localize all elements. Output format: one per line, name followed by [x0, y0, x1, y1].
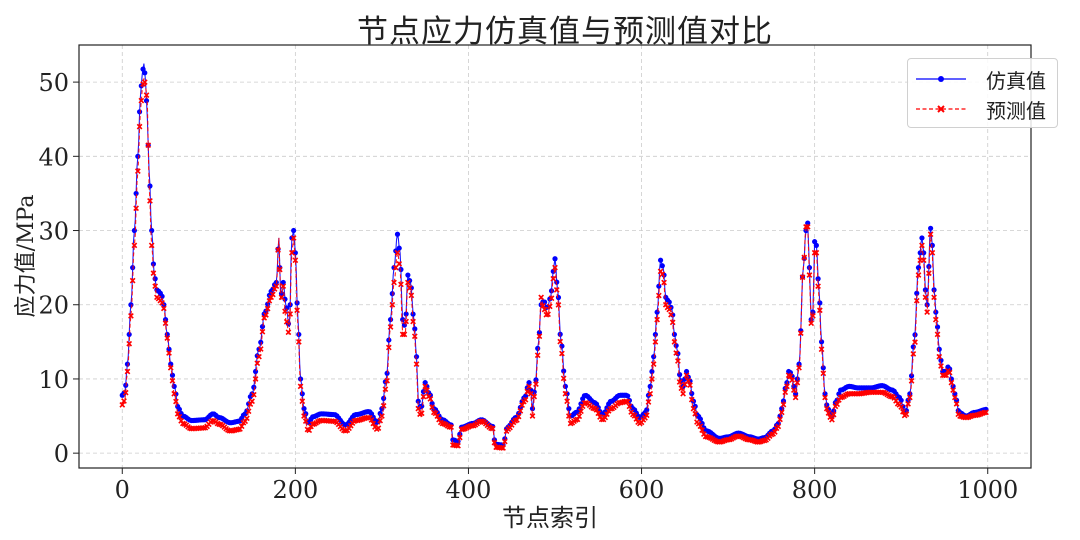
x-tick-label: 1000	[957, 476, 1018, 504]
y-tick-label: 10	[38, 366, 69, 394]
x-tick-label: 200	[272, 476, 318, 504]
x-tick-label: 600	[619, 476, 665, 504]
legend-label: 预测值	[986, 98, 1046, 123]
x-tick-label: 0	[115, 476, 130, 504]
legend-label: 仿真值	[986, 68, 1046, 93]
legend: 仿真值 预测值	[907, 58, 1058, 128]
y-tick-label: 40	[38, 143, 69, 171]
y-axis-label: 应力值/MPa	[14, 194, 39, 318]
legend-item-predicted: 预测值	[916, 95, 1046, 123]
x-axis-label: 节点索引	[502, 504, 598, 532]
y-tick-label: 30	[38, 218, 69, 246]
x-tick-label: 400	[446, 476, 492, 504]
y-tick-label: 0	[54, 440, 69, 468]
plot-frame	[78, 44, 1032, 469]
y-tick-label: 20	[38, 292, 69, 320]
x-tick-label: 800	[792, 476, 838, 504]
legend-item-simulated: 仿真值	[916, 65, 1046, 93]
legend-solid-line-circle-icon	[916, 76, 966, 82]
axis-ticks: 0 200 400 600 800 1000 0 10 20 30 40 50	[38, 69, 1018, 504]
series-simulated	[119, 63, 989, 448]
legend-dashed-line-x-icon	[916, 105, 966, 113]
chart-title: 节点应力仿真值与预测值对比	[357, 14, 773, 50]
series-predicted	[119, 78, 989, 451]
data-series	[119, 63, 989, 451]
y-tick-label: 50	[38, 69, 69, 97]
